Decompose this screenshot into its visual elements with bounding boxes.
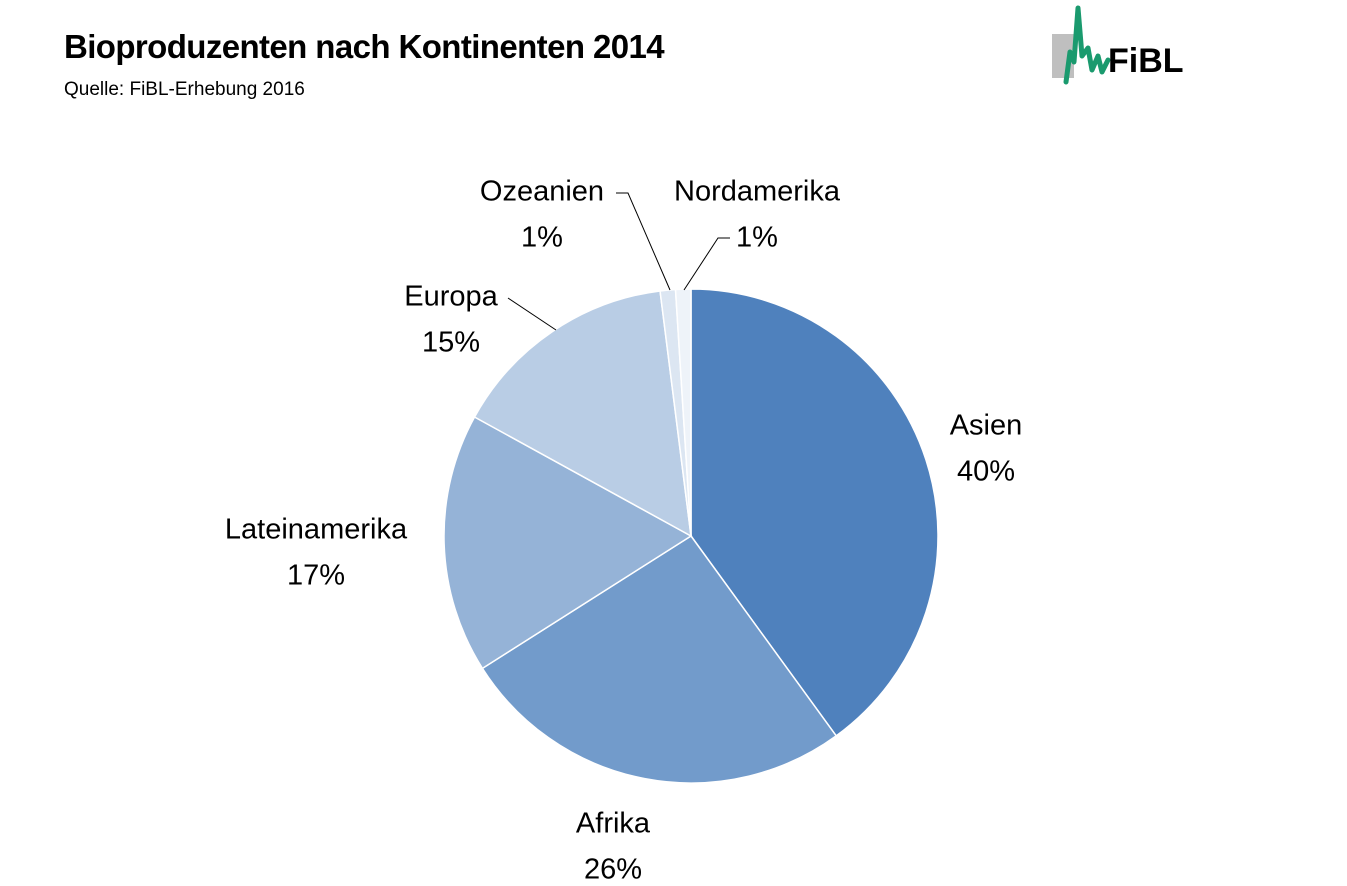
leader-line-ozeanien (616, 192, 671, 291)
slice-percent-ozeanien: 1% (521, 222, 563, 254)
slice-percent-lateinamerika: 17% (287, 560, 345, 592)
slice-label-nordamerika: Nordamerika (674, 176, 841, 208)
pie-slice-lateinamerika (443, 415, 693, 670)
leader-line-nordamerika (683, 237, 730, 291)
logo-wordmark: FiBL (1108, 42, 1184, 80)
fibl-logo: FiBL (1052, 5, 1184, 85)
pie-slices (443, 288, 939, 784)
leader-line-europa (507, 297, 557, 331)
slice-label-ozeanien: Ozeanien (480, 176, 604, 208)
leader-lines (507, 192, 730, 331)
slice-labels: Asien 40% Afrika 26% Lateinamerika 17% Europa 1… (225, 176, 1022, 886)
slice-percent-asien: 40% (957, 456, 1015, 488)
slice-percent-afrika: 26% (584, 854, 642, 886)
slice-label-afrika: Afrika (576, 808, 651, 840)
pie-slice-europa (473, 290, 692, 538)
pie-slice-afrika (481, 534, 838, 784)
slice-label-lateinamerika: Lateinamerika (225, 514, 408, 546)
chart-title: Bioproduzenten nach Kontinenten 2014 (64, 28, 665, 65)
slice-label-europa: Europa (404, 281, 498, 313)
logo-leaf-mark (1063, 5, 1111, 85)
pie-slice-nordamerika (674, 288, 692, 537)
slice-label-asien: Asien (950, 410, 1023, 442)
slice-percent-nordamerika: 1% (736, 222, 778, 254)
chart-source: Quelle: FiBL-Erhebung 2016 (64, 79, 305, 100)
slice-percent-europa: 15% (422, 327, 480, 359)
pie-slice-asien (690, 288, 939, 737)
